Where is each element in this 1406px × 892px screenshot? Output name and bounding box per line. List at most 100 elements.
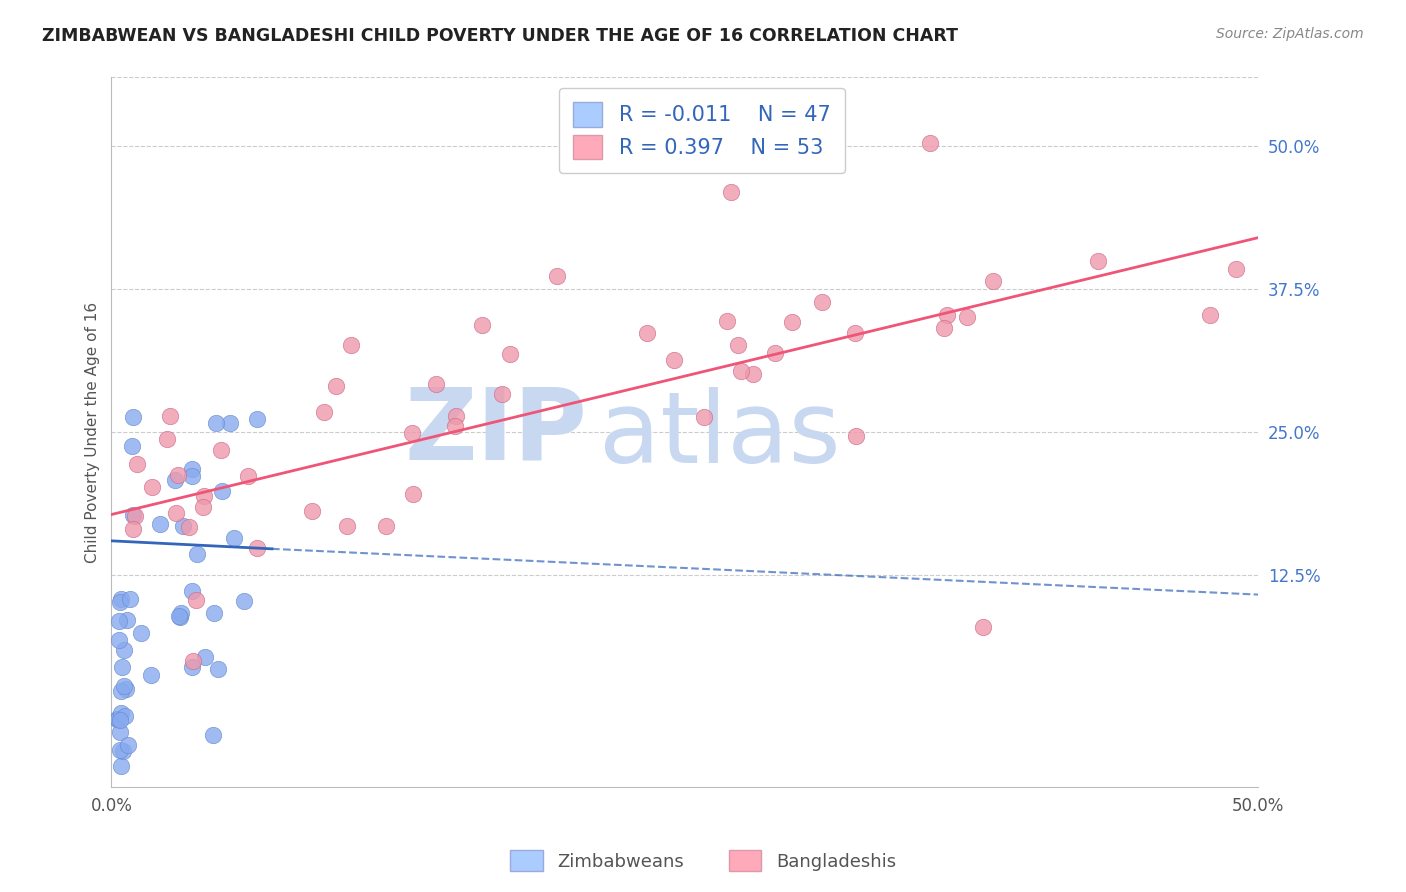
Point [236, 468, 259, 483]
Point [159, 409, 181, 423]
Point [765, 346, 787, 360]
Point [193, 489, 215, 503]
Point [232, 594, 254, 608]
Point [180, 461, 202, 475]
Point [180, 469, 202, 483]
Point [110, 660, 132, 674]
Point [181, 583, 204, 598]
Point [219, 416, 242, 430]
Point [111, 744, 134, 758]
Point [110, 591, 132, 606]
Point [184, 592, 207, 607]
Point [340, 337, 363, 351]
Point [122, 522, 145, 536]
Point [844, 326, 866, 340]
Point [181, 654, 204, 668]
Point [425, 377, 447, 392]
Point [177, 519, 200, 533]
Point [129, 626, 152, 640]
Point [956, 310, 979, 324]
Point [110, 714, 132, 728]
Point [141, 480, 163, 494]
Point [112, 680, 135, 694]
Point [107, 712, 129, 726]
Point [336, 519, 359, 533]
Point [186, 547, 208, 561]
Point [110, 706, 132, 720]
Point [127, 458, 149, 472]
Point [693, 410, 716, 425]
Point [110, 683, 132, 698]
Point [972, 620, 994, 634]
Point [741, 367, 763, 381]
Point [117, 738, 139, 752]
Point [401, 425, 423, 440]
Text: ZIMBABWEAN VS BANGLADESHI CHILD POVERTY UNDER THE AGE OF 16 CORRELATION CHART: ZIMBABWEAN VS BANGLADESHI CHILD POVERTY … [42, 27, 957, 45]
Point [402, 487, 425, 501]
Text: ZIP: ZIP [405, 384, 588, 481]
Point [169, 610, 191, 624]
Point [107, 615, 129, 629]
Point [115, 681, 138, 696]
Point [780, 315, 803, 329]
Point [110, 758, 132, 772]
Point [246, 412, 269, 426]
Point [716, 314, 738, 328]
Point [444, 419, 467, 434]
Point [122, 508, 145, 523]
Point [156, 432, 179, 446]
Point [105, 712, 128, 726]
Point [193, 500, 215, 514]
Point [499, 347, 522, 361]
Point [167, 467, 190, 482]
Point [118, 591, 141, 606]
Point [108, 632, 131, 647]
Point [222, 531, 245, 545]
Text: Source: ZipAtlas.com: Source: ZipAtlas.com [1216, 27, 1364, 41]
Legend: Zimbabweans, Bangladeshis: Zimbabweans, Bangladeshis [503, 843, 903, 879]
Point [981, 274, 1004, 288]
Point [301, 504, 323, 518]
Point [471, 318, 494, 332]
Point [108, 595, 131, 609]
Point [172, 519, 194, 533]
Point [181, 660, 204, 674]
Point [108, 725, 131, 739]
Point [169, 607, 191, 621]
Point [209, 443, 232, 458]
Point [375, 519, 398, 533]
Point [811, 295, 834, 310]
Legend: R = -0.011    N = 47, R = 0.397    N = 53: R = -0.011 N = 47, R = 0.397 N = 53 [558, 87, 845, 173]
Point [727, 338, 749, 352]
Text: atlas: atlas [599, 387, 841, 484]
Point [932, 321, 955, 335]
Point [165, 506, 187, 520]
Point [662, 352, 685, 367]
Point [211, 483, 233, 498]
Point [194, 650, 217, 665]
Point [205, 416, 228, 430]
Point [730, 364, 752, 378]
Point [325, 379, 347, 393]
Y-axis label: Child Poverty Under the Age of 16: Child Poverty Under the Age of 16 [86, 301, 100, 563]
Point [546, 268, 568, 283]
Point [202, 606, 225, 620]
Point [121, 439, 143, 453]
Point [167, 609, 190, 624]
Point [149, 516, 172, 531]
Point [114, 643, 136, 657]
Point [845, 429, 868, 443]
Point [1087, 253, 1109, 268]
Point [935, 309, 957, 323]
Point [114, 709, 136, 723]
Point [720, 185, 742, 199]
Point [207, 662, 229, 676]
Point [636, 326, 658, 340]
Point [1199, 308, 1222, 322]
Point [108, 743, 131, 757]
Point [124, 509, 146, 524]
Point [201, 727, 224, 741]
Point [444, 409, 467, 424]
Point [1225, 262, 1247, 277]
Point [141, 667, 163, 681]
